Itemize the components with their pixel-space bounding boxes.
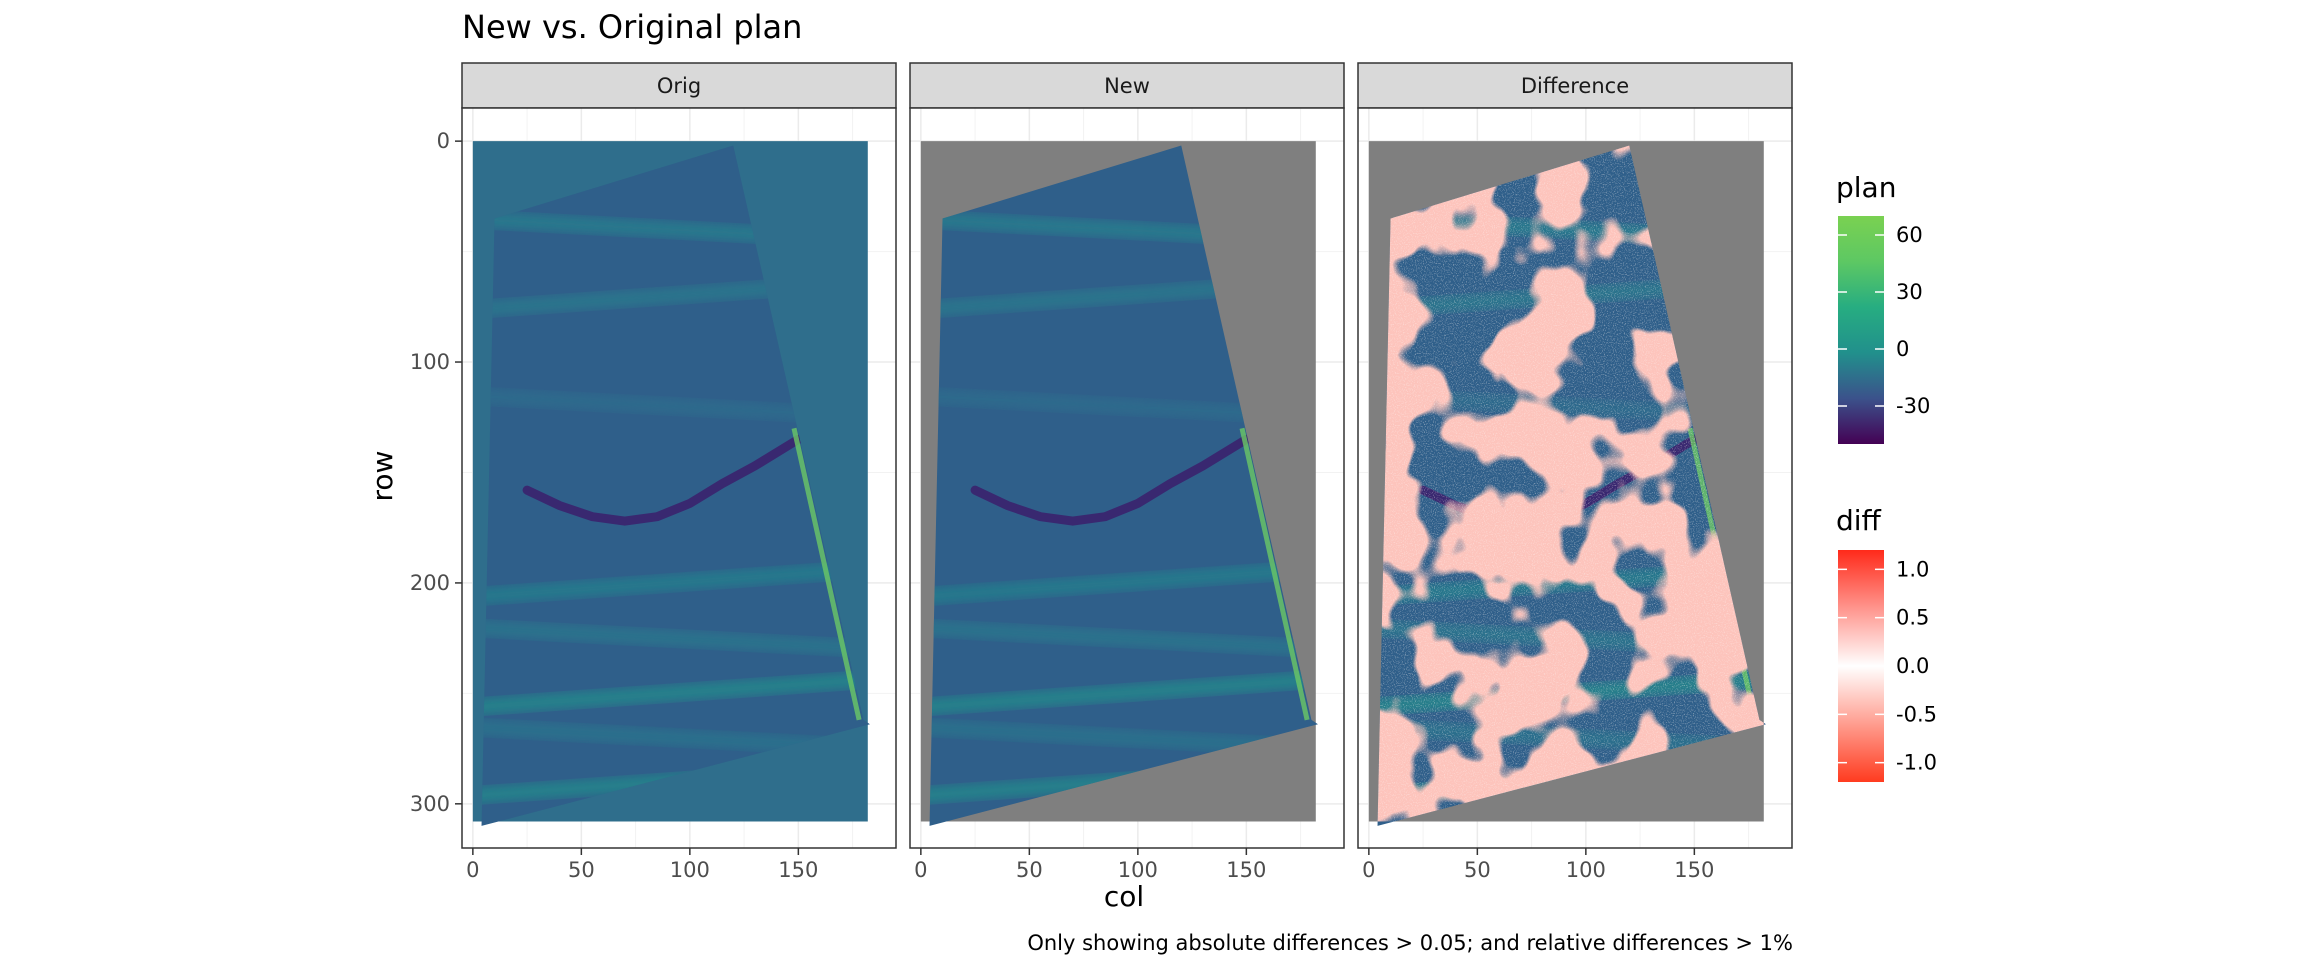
facet-strip-label: Orig	[657, 74, 701, 98]
x-tick-label: 50	[1016, 858, 1043, 882]
field-area	[929, 145, 1318, 826]
x-tick-label: 50	[1464, 858, 1491, 882]
x-tick-label: 0	[466, 858, 479, 882]
y-tick-label: 0	[437, 129, 450, 153]
edge-highlight	[791, 427, 862, 721]
panel-border	[1357, 107, 1793, 849]
diff-legend-label: 1.0	[1896, 557, 1929, 581]
plan-legend-title: plan	[1836, 171, 1896, 204]
field-area	[481, 145, 870, 826]
x-tick-label: 100	[1566, 858, 1606, 882]
field-texture	[481, 210, 870, 805]
plan-legend: plan 60 30 0 -30	[1836, 171, 1930, 444]
y-tick-label: 200	[410, 571, 450, 595]
plan-colorbar	[1838, 216, 1884, 444]
plan-legend-label: 60	[1896, 223, 1923, 247]
panel-border	[909, 107, 1345, 849]
facet-strip	[909, 62, 1345, 109]
facet-panel-difference: Difference 0 50 100 150	[1357, 62, 1793, 882]
edge-highlight	[1239, 427, 1310, 721]
facet-panel-orig: Orig 0 50 100 150 0 100 200 300	[410, 62, 897, 882]
x-tick-label: 100	[1118, 858, 1158, 882]
x-tick-label: 150	[1226, 858, 1266, 882]
x-tick-label: 100	[670, 858, 710, 882]
diff-legend-label: 0.0	[1896, 654, 1929, 678]
diff-legend-label: 0.5	[1896, 606, 1929, 630]
plan-legend-label: -30	[1896, 394, 1930, 418]
facet-strip	[461, 62, 897, 109]
plan-legend-label: 0	[1896, 337, 1909, 361]
x-tick-label: 50	[568, 858, 595, 882]
diff-legend-label: -0.5	[1896, 702, 1937, 726]
facet-panel-new: New 0 50 100 150	[909, 62, 1345, 882]
x-tick-label: 0	[1362, 858, 1375, 882]
y-tick-label: 300	[410, 792, 450, 816]
field-texture	[929, 210, 1318, 805]
diff-legend: diff 1.0 0.5 0.0 -0.5 -1.0	[1836, 504, 1937, 782]
facet-strip-label: New	[1104, 74, 1150, 98]
chart-title: New vs. Original plan	[462, 8, 802, 46]
ridge-line	[522, 434, 803, 526]
ridge-line	[970, 434, 1251, 526]
plan-legend-ticks: 60 30 0 -30	[1838, 223, 1930, 418]
diff-legend-ticks: 1.0 0.5 0.0 -0.5 -1.0	[1838, 557, 1937, 775]
facet-strip-label: Difference	[1521, 74, 1629, 98]
plan-legend-label: 30	[1896, 280, 1923, 304]
diff-legend-label: -1.0	[1896, 751, 1937, 775]
x-tick-label: 0	[914, 858, 927, 882]
facet-strip	[1357, 62, 1793, 109]
y-axis-label: row	[366, 451, 399, 502]
diff-legend-title: diff	[1836, 504, 1882, 537]
chart-caption: Only showing absolute differences > 0.05…	[1027, 931, 1793, 955]
x-axis-label: col	[1104, 880, 1144, 913]
x-tick-label: 150	[1674, 858, 1714, 882]
x-tick-label: 150	[778, 858, 818, 882]
panel-border	[461, 107, 897, 849]
y-tick-label: 100	[410, 350, 450, 374]
